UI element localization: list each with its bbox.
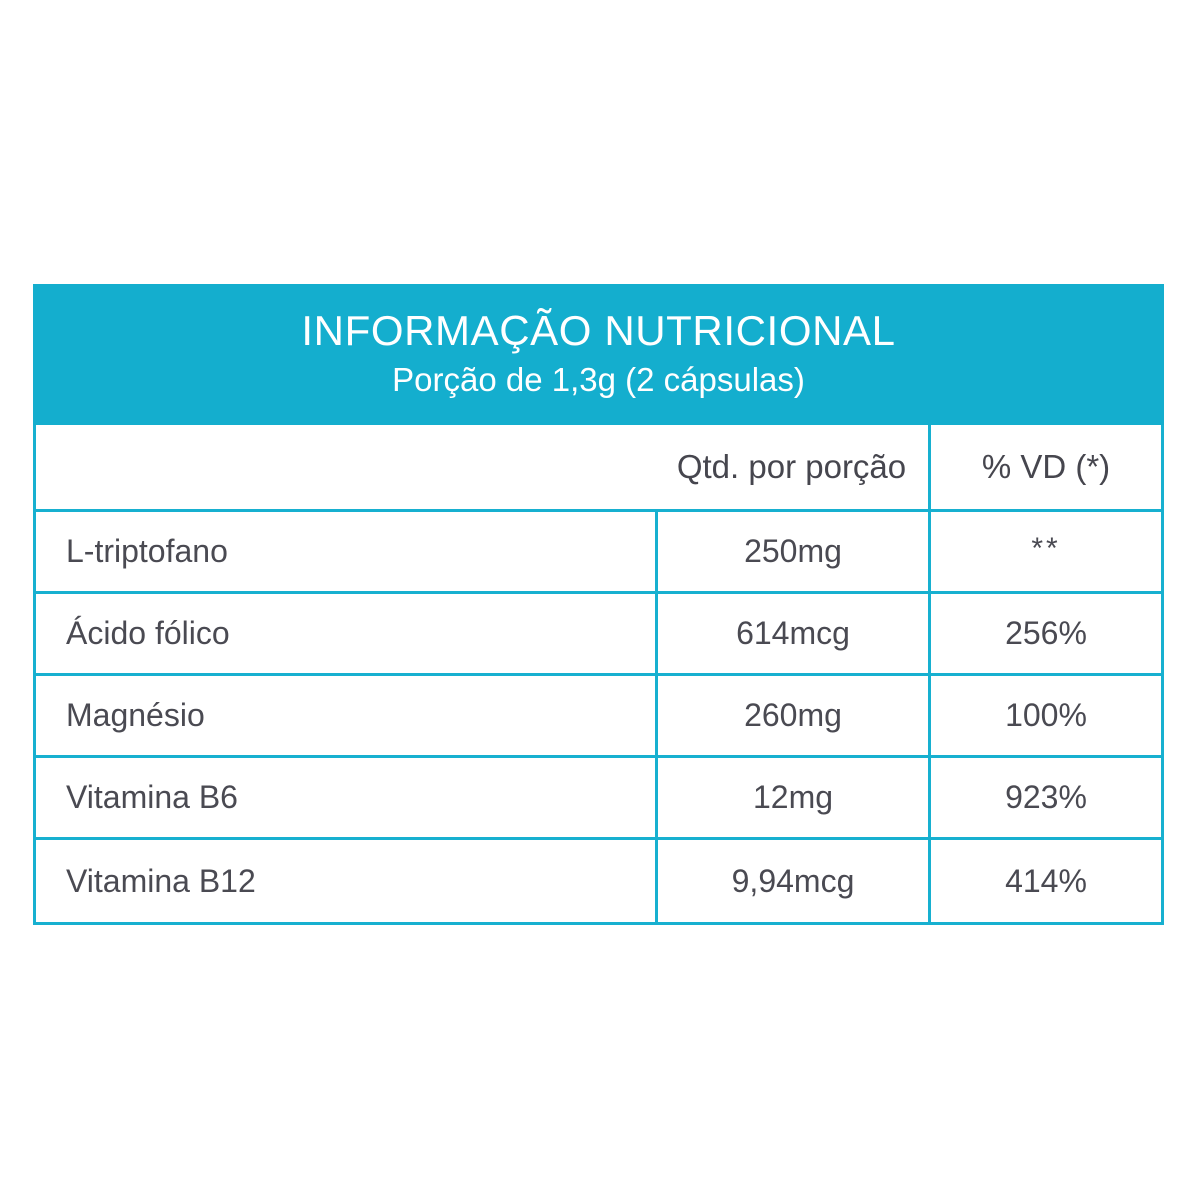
nutrient-name-cell: Magnésio (36, 676, 655, 755)
nutrient-name-cell: L-triptofano (36, 512, 655, 591)
nutrient-daily-value: 256% (1005, 615, 1087, 651)
nutrient-name-cell: Ácido fólico (36, 594, 655, 673)
table-row: Vitamina B12 9,94mcg 414% (36, 840, 1161, 922)
table-body: Qtd. por porção % VD (*) L-triptofano 25… (33, 425, 1164, 925)
nutrient-quantity-cell: 250mg (655, 512, 928, 591)
nutrient-daily-value: 100% (1005, 697, 1087, 733)
page-title: INFORMAÇÃO NUTRICIONAL (301, 306, 896, 354)
nutrient-daily-value-cell: 414% (928, 840, 1161, 922)
column-header-daily-value-label: % VD (*) (981, 448, 1111, 485)
column-header-nutrient-cell (36, 425, 655, 509)
nutrient-quantity: 614mcg (736, 615, 850, 651)
nutrient-quantity-cell: 9,94mcg (655, 840, 928, 922)
nutrient-name: Vitamina B12 (66, 862, 256, 899)
nutrient-daily-value-cell: 256% (928, 594, 1161, 673)
table-row: Vitamina B6 12mg 923% (36, 758, 1161, 840)
column-header-daily-value-cell: % VD (*) (928, 425, 1161, 509)
nutrient-quantity: 12mg (752, 779, 834, 815)
nutrient-name-cell: Vitamina B6 (36, 758, 655, 837)
nutrient-name: L-triptofano (66, 533, 228, 569)
nutrient-quantity: 250mg (744, 533, 842, 569)
nutrient-name: Magnésio (66, 697, 205, 733)
nutrient-quantity-cell: 12mg (655, 758, 928, 837)
nutrient-daily-value: ** (1031, 532, 1061, 565)
nutrient-quantity: 9,94mcg (731, 862, 855, 899)
nutrition-facts-table: INFORMAÇÃO NUTRICIONAL Porção de 1,3g (2… (33, 284, 1164, 925)
nutrient-daily-value-cell: ** (928, 512, 1161, 591)
table-header-banner: INFORMAÇÃO NUTRICIONAL Porção de 1,3g (2… (33, 284, 1164, 425)
nutrient-quantity: 260mg (744, 697, 842, 733)
nutrient-name: Vitamina B6 (66, 779, 238, 815)
nutrient-name: Ácido fólico (66, 615, 230, 651)
table-row: Ácido fólico 614mcg 256% (36, 594, 1161, 676)
table-column-header-row: Qtd. por porção % VD (*) (36, 425, 1161, 512)
nutrient-name-cell: Vitamina B12 (36, 840, 655, 922)
nutrient-quantity-cell: 614mcg (655, 594, 928, 673)
nutrient-quantity-cell: 260mg (655, 676, 928, 755)
nutrient-daily-value-cell: 923% (928, 758, 1161, 837)
nutrient-daily-value: 923% (1005, 779, 1087, 815)
serving-size-text: Porção de 1,3g (2 cápsulas) (392, 361, 805, 399)
table-row: Magnésio 260mg 100% (36, 676, 1161, 758)
column-header-quantity-cell: Qtd. por porção (655, 425, 928, 509)
column-header-quantity-label: Qtd. por porção (676, 448, 907, 485)
nutrient-daily-value-cell: 100% (928, 676, 1161, 755)
nutrient-daily-value: 414% (1005, 862, 1087, 899)
table-row: L-triptofano 250mg ** (36, 512, 1161, 594)
